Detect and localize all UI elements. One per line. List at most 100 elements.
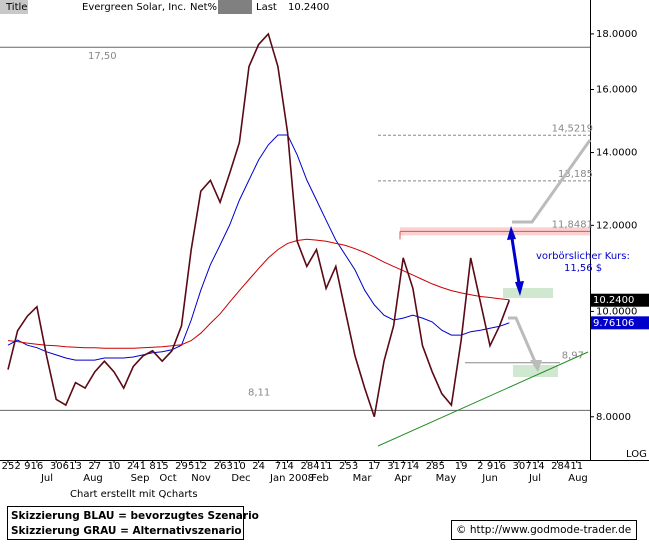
x-tick-label: 14 [281,461,294,472]
x-tick-label: 27 [88,461,101,472]
x-tick-label: 7 [275,461,281,472]
credit: Chart erstellt mit Qcharts [70,489,198,500]
x-tick-label: 1 [140,461,146,472]
x-tick-label: 14 [532,461,545,472]
x-tick-label: 25 [339,461,352,472]
alt-arrow [512,139,592,224]
target-label: 13,185 [558,169,593,180]
x-tick-label: 10 [108,461,121,472]
last-label: 10.2400 [593,295,634,306]
x-tick-label: 31 [387,461,400,472]
x-tick-label: 11 [320,461,333,472]
month-label: May [436,473,457,484]
last-label: 9.76106 [593,318,634,329]
x-tick-label: 24 [252,461,265,472]
arrow-head [515,281,524,296]
month-label: Aug [83,473,103,484]
level-label: 17,50 [88,51,117,62]
month-label: Nov [191,473,211,484]
alt-arrow [508,316,538,365]
header-last-value: 10.2400 [288,2,329,13]
legend-text: Skizzierung GRAU = Alternativszenario [11,525,242,537]
x-tick-label: 11 [570,461,583,472]
x-tick-label: 16 [31,461,44,472]
series-line [7,238,510,349]
x-tick-label: 4 [313,461,319,472]
arrow-head [507,226,516,240]
legend-box [7,506,244,540]
arrow-head [530,360,542,372]
month-label: Jul [528,473,541,484]
x-tick-label: 26 [214,461,227,472]
last-box [591,293,649,307]
header-name: Evergreen Solar, Inc. [82,2,186,13]
x-tick-label: 29 [175,461,188,472]
x-tick-label: 12 [194,461,207,472]
x-tick-label: 28 [426,461,439,472]
month-label: Jun [481,473,498,484]
x-tick-label: 9 [487,461,493,472]
x-tick-label: 2 [477,461,483,472]
y-tick-label: 10.0000 [596,306,637,317]
header-cell [0,0,28,14]
x-tick-label: 16 [493,461,506,472]
month-label: Apr [394,473,412,484]
x-tick-label: 5 [439,461,445,472]
x-tick-label: 3 [352,461,358,472]
y-tick-label: 14.0000 [596,148,637,159]
x-tick-label: 7 [400,461,406,472]
series-line [7,134,510,361]
x-tick-label: 14 [407,461,420,472]
x-tick-label: 6 [63,461,69,472]
month-label: Aug [568,473,588,484]
month-label: Dec [231,473,250,484]
month-label: Jan 2008 [269,473,314,484]
annotation: 11,56 $ [564,263,602,274]
zone [503,288,553,298]
month-label: Feb [311,473,329,484]
copyright: © http://www.godmode-trader.de [456,524,631,536]
target-label: 8,97 [562,351,584,362]
x-tick-label: 25 [2,461,15,472]
month-label: Jul [40,473,53,484]
target-label: 14,5219 [552,123,593,134]
legend-text: Skizzierung BLAU = bevorzugtes Szenario [11,510,259,522]
month-label: Mar [353,473,373,484]
x-tick-label: 4 [564,461,570,472]
header-cell [218,0,252,14]
trend-line [377,351,589,447]
y-tick-label: 8.0000 [596,412,631,423]
level-label: 8,11 [248,387,270,398]
header-last: Last [256,2,277,13]
x-tick-label: 8 [149,461,155,472]
zone [513,365,558,377]
target-label: 11,8481 [552,219,593,230]
x-tick-label: 15 [156,461,169,472]
x-tick-label: 3 [227,461,233,472]
plot-area: 18.0000 16.0000 14.0000 12.0000 10.0000 8.000… [0,0,649,484]
x-tick-label: 2 [14,461,20,472]
month-label: Sep [131,473,150,484]
x-tick-label: 9 [24,461,30,472]
header-net: Net% [190,2,217,13]
x-tick-label: 13 [69,461,82,472]
x-tick-label: 30 [513,461,526,472]
series-line [7,32,511,418]
copyright-box [451,520,637,540]
x-tick-label: 7 [525,461,531,472]
header-title: Title [5,2,27,13]
x-tick-label: 17 [368,461,381,472]
x-tick-label: 19 [455,461,468,472]
x-tick-label: 5 [188,461,194,472]
month-label: Oct [159,473,176,484]
last-box [591,316,649,330]
scale-label: LOG [626,449,647,460]
y-tick-label: 18.0000 [596,29,637,40]
x-tick-label: 30 [50,461,63,472]
main-arrow [509,231,522,291]
annotation: vorbörslicher Kurs: [536,251,630,262]
y-tick-label: 12.0000 [596,220,637,231]
x-tick-label: 28 [300,461,313,472]
